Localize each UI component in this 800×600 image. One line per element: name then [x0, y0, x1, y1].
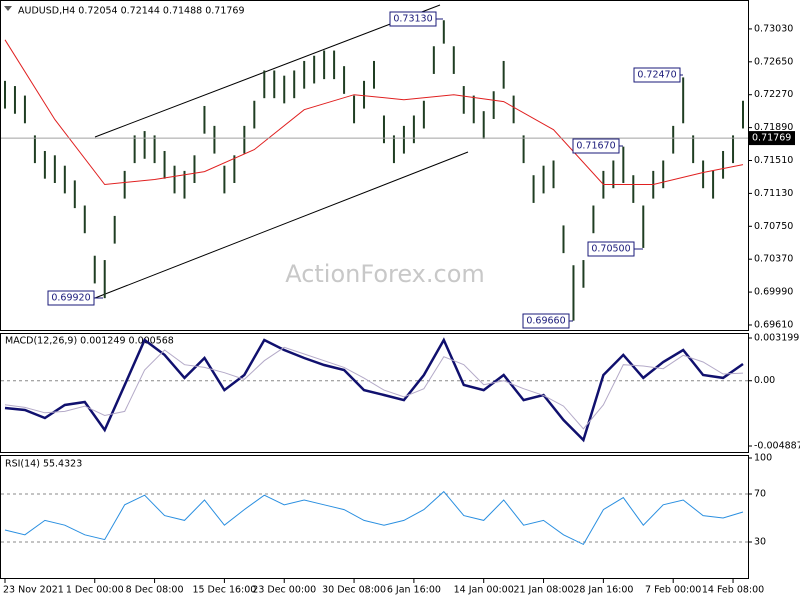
- y-tick-label: 0.69610: [754, 319, 793, 330]
- price-pane: [0, 0, 749, 331]
- x-tick-label: 23 Nov 2021: [3, 585, 64, 596]
- indicator-line: [4, 337, 744, 443]
- channel-lower: [94, 151, 469, 299]
- annotation-label: 0.73130: [393, 14, 432, 25]
- y-tick-label: 30: [754, 537, 766, 548]
- annotation-label: 0.71670: [576, 141, 615, 152]
- y-tick-label: 0.00: [754, 375, 775, 386]
- y-tick-label: 0.73030: [754, 23, 793, 34]
- x-tick-label: 14 Jan 00:00: [454, 585, 514, 596]
- x-tick-label: 7 Feb 00:00: [645, 585, 701, 596]
- y-tick-label: 0.70370: [754, 254, 793, 265]
- y-tick-label: 0.72270: [754, 89, 793, 100]
- x-tick-label: 30 Dec 08:00: [322, 585, 386, 596]
- last-price-label: 0.71769: [752, 133, 791, 144]
- y-tick-label: 0.71510: [754, 155, 793, 166]
- macd-pane: [0, 333, 749, 453]
- annotation-label: 0.70500: [591, 244, 630, 255]
- annotation-label: 0.69920: [51, 293, 90, 304]
- rsi-pane: [0, 455, 749, 579]
- moving-average: [4, 39, 744, 186]
- x-tick-label: 23 Dec 00:00: [252, 585, 316, 596]
- y-tick-label: 0.71130: [754, 188, 793, 199]
- chart-title: AUDUSD,H4 0.72054 0.72144 0.71488 0.7176…: [18, 6, 245, 17]
- x-tick-label: 8 Dec 08:00: [126, 585, 184, 596]
- macd-title: MACD(12,26,9) 0.001249 0.000568: [5, 336, 174, 347]
- x-tick-label: 28 Jan 16:00: [573, 585, 633, 596]
- y-tick-label: 70: [754, 489, 766, 500]
- indicator-line: [4, 490, 744, 546]
- rsi-title: RSI(14) 55.4323: [5, 459, 82, 470]
- y-tick-label: 0.69990: [754, 287, 793, 298]
- annotation-label: 0.72470: [637, 70, 676, 81]
- y-tick-label: 0.70750: [754, 221, 793, 232]
- y-tick-label: -0.004887: [754, 441, 800, 452]
- indicator-line: [4, 346, 744, 430]
- y-tick-label: 0.71890: [754, 122, 793, 133]
- y-tick-label: 0.72650: [754, 56, 793, 67]
- x-tick-label: 1 Dec 00:00: [66, 585, 124, 596]
- watermark: ActionForex.com: [285, 260, 485, 288]
- menu-icon[interactable]: [4, 6, 12, 11]
- x-tick-label: 14 Feb 08:00: [702, 585, 764, 596]
- y-tick-label: 0.003199: [754, 333, 799, 344]
- channel-upper: [94, 4, 441, 138]
- last-price-box: [749, 131, 795, 146]
- x-tick-label: 6 Jan 16:00: [387, 585, 441, 596]
- x-tick-label: 15 Dec 16:00: [192, 585, 256, 596]
- y-tick-label: 100: [754, 453, 772, 464]
- x-tick-label: 21 Jan 08:00: [513, 585, 573, 596]
- annotation-label: 0.69660: [526, 316, 565, 327]
